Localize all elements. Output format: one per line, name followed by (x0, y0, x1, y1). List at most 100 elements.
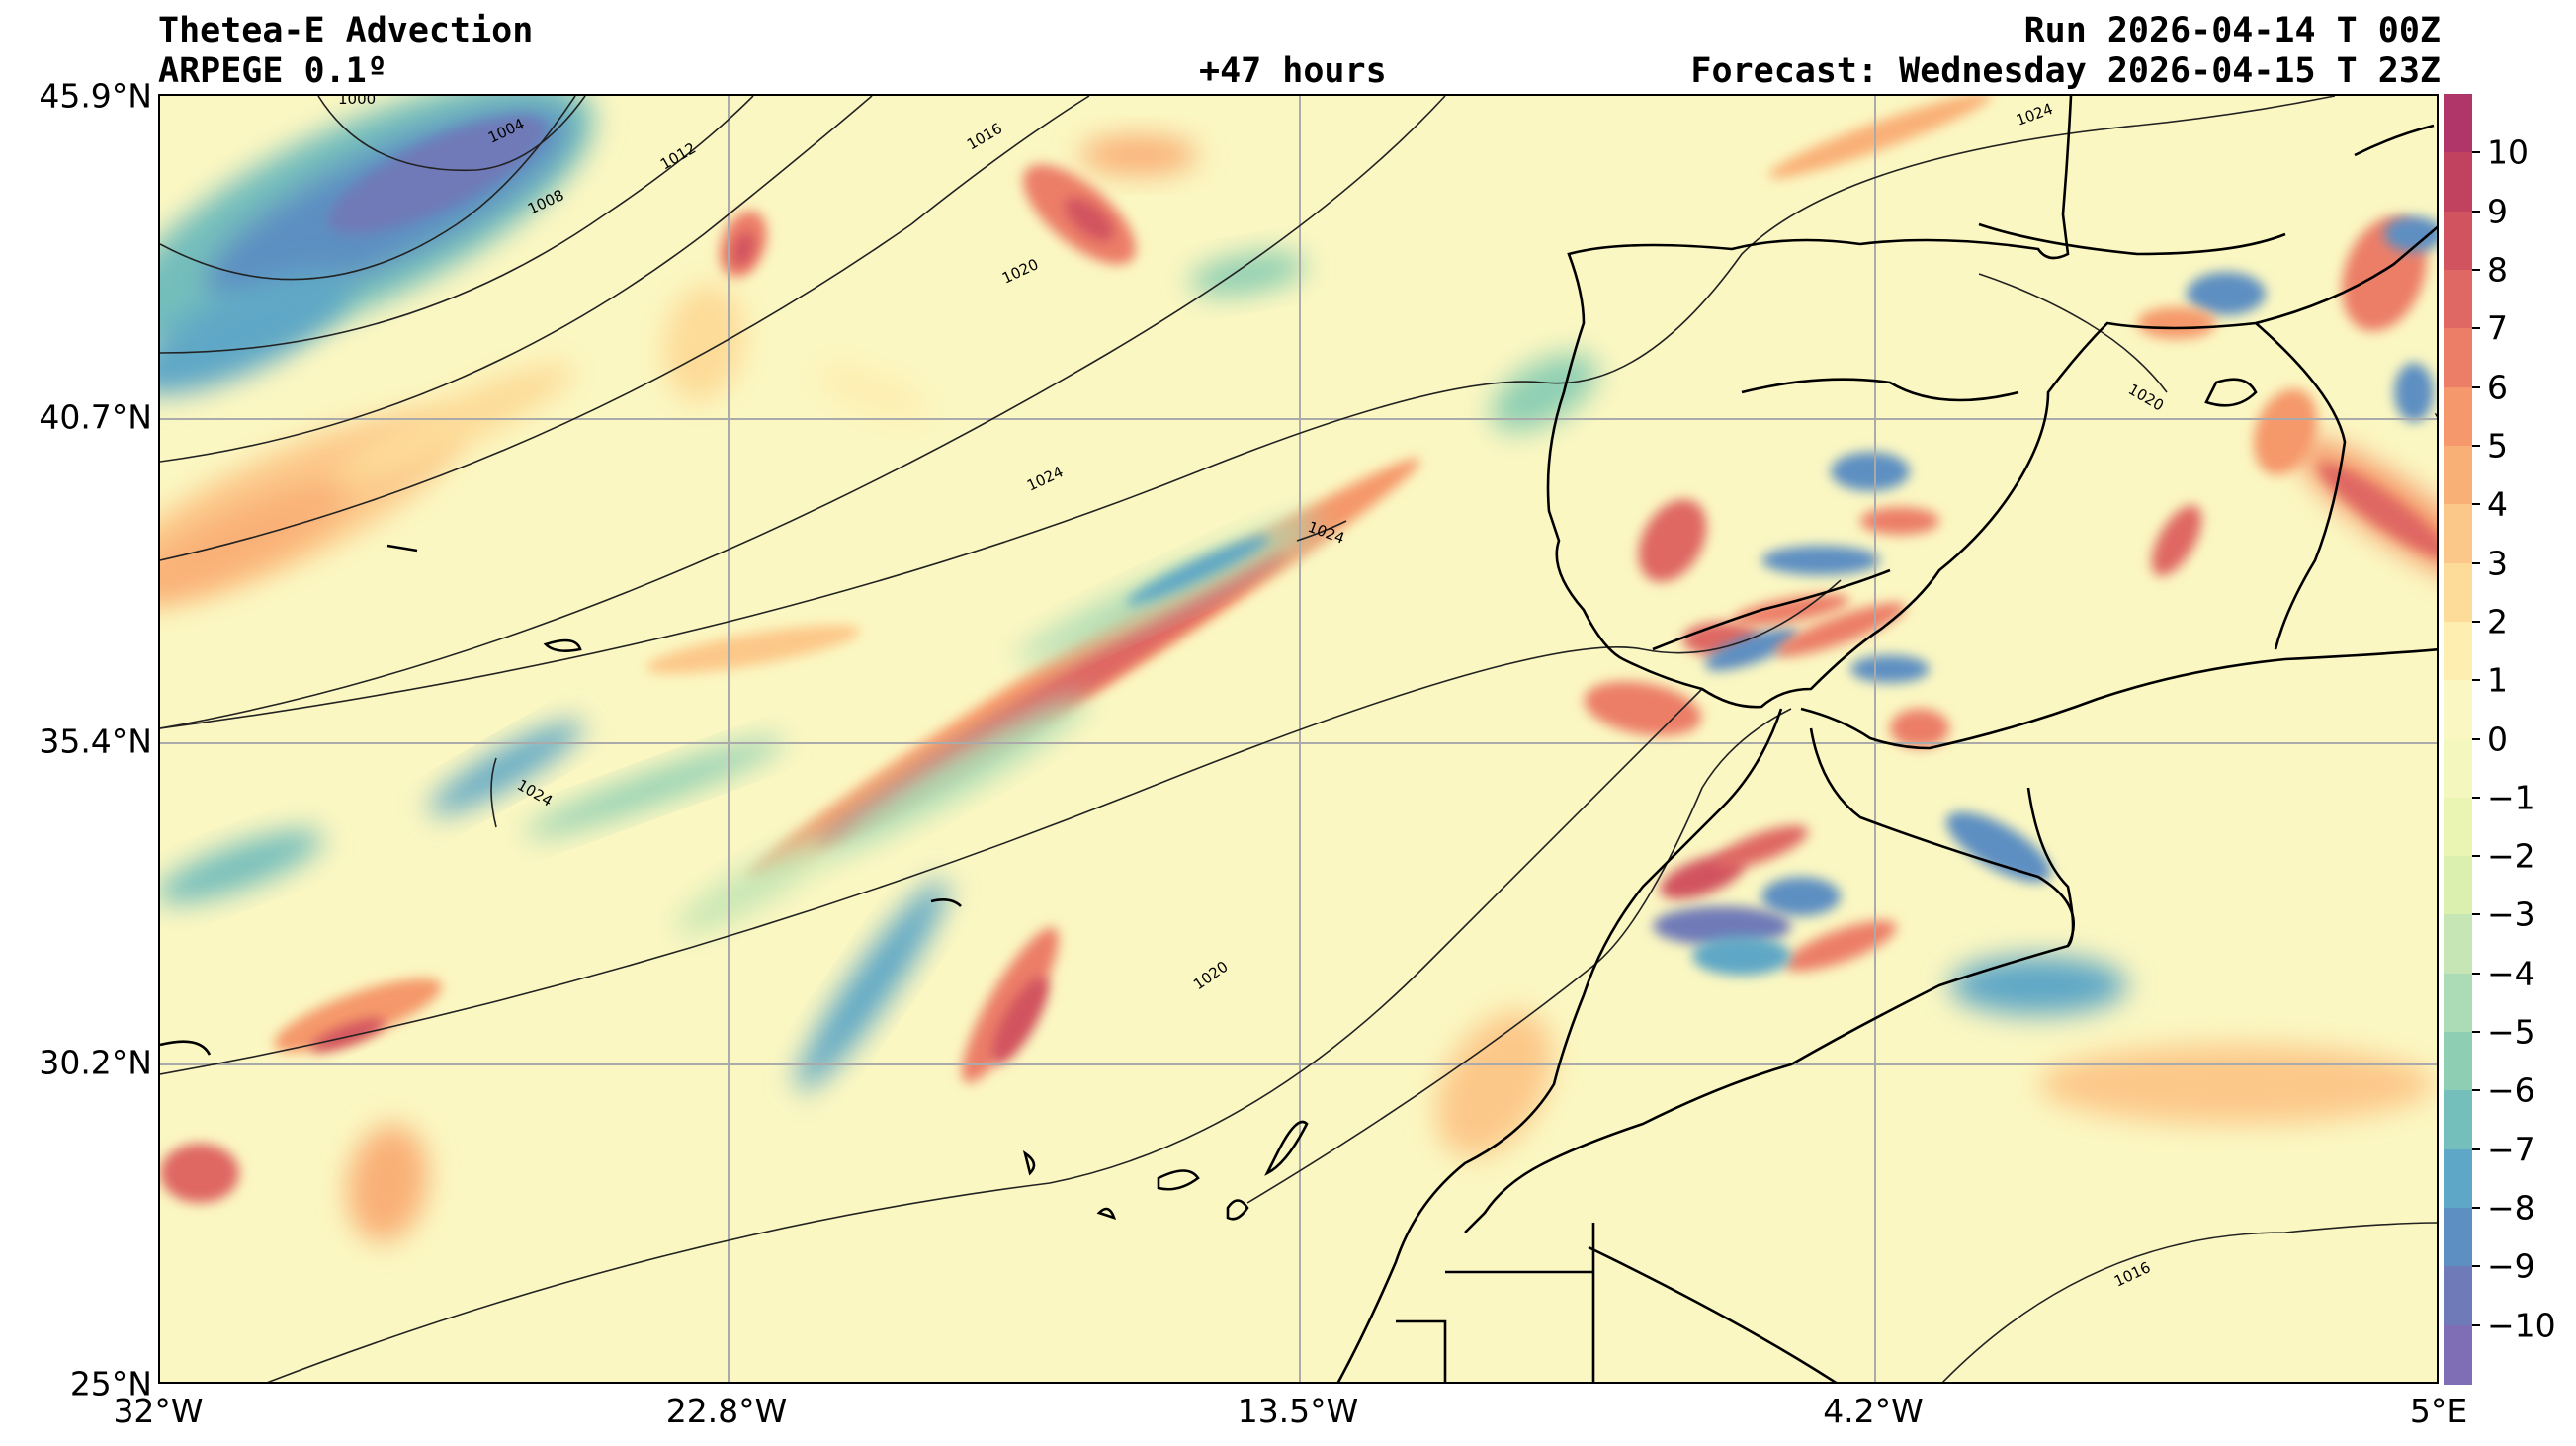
advection-cell (1949, 956, 2127, 1015)
map-canvas: 1000100410081012101610201024102410241020… (160, 96, 2439, 1382)
colorbar-bin (2444, 1266, 2472, 1326)
advection-cell (2151, 505, 2202, 576)
colorbar-bin (2444, 504, 2472, 564)
advection-cell (1945, 811, 2052, 883)
advection-cell (1490, 353, 1598, 432)
colorbar-tick-label: −8 (2487, 1188, 2535, 1228)
advection-cell (1692, 936, 1791, 976)
colorbar-bin (2444, 797, 2472, 858)
advection-cell (962, 927, 1059, 1083)
lon-label: 5°E (2409, 1392, 2468, 1430)
advection-cell (1831, 452, 1910, 491)
isobar-label: 1020 (1190, 958, 1232, 994)
advection-cell (1126, 535, 1270, 606)
colorbar-tick-mark (2472, 151, 2480, 154)
advection-cell (1761, 877, 1841, 916)
advection-cell (274, 978, 442, 1053)
advection-cell (675, 838, 831, 935)
colorbar-tick-label: 2 (2487, 602, 2508, 641)
colorbar-tick-mark (2472, 327, 2480, 330)
colorbar-bin (2444, 1090, 2472, 1150)
advection-cell (1860, 507, 1939, 535)
colorbar-tick-label: 4 (2487, 484, 2508, 524)
isobar-label: 1024 (1024, 463, 1066, 494)
colorbar-tick-label: 7 (2487, 308, 2508, 348)
colorbar-tick-label: 8 (2487, 250, 2508, 290)
colorbar-tick-mark (2472, 503, 2480, 506)
colorbar-bin (2444, 973, 2472, 1034)
advection-cell (1436, 1011, 1553, 1157)
colorbar-tick-mark (2472, 913, 2480, 916)
colorbar-tick-label: −1 (2487, 778, 2535, 817)
colorbar-bin (2444, 856, 2472, 916)
lat-label: 45.9°N (39, 76, 152, 116)
advection-cell (2187, 272, 2266, 315)
colorbar-bin (2444, 1032, 2472, 1092)
colorbar-tick-label: −3 (2487, 894, 2535, 934)
advection-cell (2384, 216, 2437, 252)
colorbar (2444, 94, 2472, 1385)
advection-cell (1584, 681, 1702, 736)
colorbar-bin (2444, 211, 2472, 271)
colorbar-bin (2444, 269, 2472, 330)
lat-label: 40.7°N (39, 397, 152, 437)
model-name: ARPEGE 0.1º (158, 51, 387, 91)
lat-label: 30.2°N (39, 1043, 152, 1082)
advection-cell (1768, 96, 1992, 179)
colorbar-bin (2444, 621, 2472, 682)
isobar-label: 1024 (2431, 405, 2439, 447)
advection-cell (991, 976, 1049, 1064)
colorbar-tick-label: 9 (2487, 192, 2508, 231)
colorbar-tick-label: −5 (2487, 1012, 2535, 1052)
colorbar-tick-label: 3 (2487, 544, 2508, 583)
colorbar-bin (2444, 445, 2472, 506)
colorbar-tick-label: −6 (2487, 1070, 2535, 1110)
colorbar-tick-mark (2472, 1031, 2480, 1034)
colorbar-tick-mark (2472, 268, 2480, 271)
isobar-label: 1000 (338, 96, 376, 108)
advection-cell (1775, 602, 1906, 657)
lead-time: +47 hours (1199, 51, 1387, 91)
coastlines (160, 96, 2437, 1382)
run-time: Run 2026-04-14 T 00Z (2023, 11, 2441, 50)
advection-cell (1850, 655, 1930, 683)
advection-cell (1188, 251, 1307, 297)
advection-cell (160, 1144, 239, 1203)
advection-cell (2038, 1045, 2434, 1124)
colorbar-tick-label: 5 (2487, 426, 2508, 466)
advection-cell (2394, 363, 2434, 422)
colorbar-tick-label: 0 (2487, 720, 2508, 758)
advection-field (160, 96, 2437, 1242)
advection-cell (1079, 135, 1198, 175)
advection-cell (2318, 464, 2437, 558)
colorbar-bin (2444, 738, 2472, 799)
isobars (160, 96, 2437, 1382)
lon-label: 32°W (113, 1392, 204, 1430)
colorbar-bin (2444, 94, 2472, 154)
colorbar-tick-mark (2472, 1207, 2480, 1210)
advection-cell (1761, 546, 1880, 575)
weather-map: 1000 1004 1008 1012 1016 1020 1024 1024 1024 1020… (158, 94, 2439, 1384)
colorbar-tick-label: −2 (2487, 836, 2535, 876)
map-title: Thetea-E Advection (158, 11, 534, 50)
colorbar-bin (2444, 152, 2472, 213)
advection-cell (816, 365, 928, 420)
advection-cell (1704, 628, 1799, 671)
colorbar-bin (2444, 914, 2472, 975)
lat-label: 35.4°N (39, 722, 152, 761)
colorbar-tick-label: −7 (2487, 1130, 2535, 1169)
isobar-label: 1016 (964, 120, 1005, 154)
colorbar-tick-mark (2472, 444, 2480, 447)
advection-cell (160, 829, 323, 904)
lat-label: 25°N (69, 1364, 152, 1403)
colorbar-tick-mark (2472, 737, 2480, 740)
colorbar-tick-label: −4 (2487, 954, 2535, 993)
advection-cell (339, 363, 574, 481)
colorbar-tick-mark (2472, 1323, 2480, 1326)
lon-label: 13.5°W (1237, 1392, 1359, 1430)
forecast-time: Forecast: Wednesday 2026-04-15 T 23Z (1690, 51, 2441, 91)
colorbar-tick-label: 6 (2487, 368, 2508, 407)
lon-label: 4.2°W (1823, 1392, 1924, 1430)
advection-cell (663, 284, 744, 402)
advection-cell (1732, 594, 1850, 626)
